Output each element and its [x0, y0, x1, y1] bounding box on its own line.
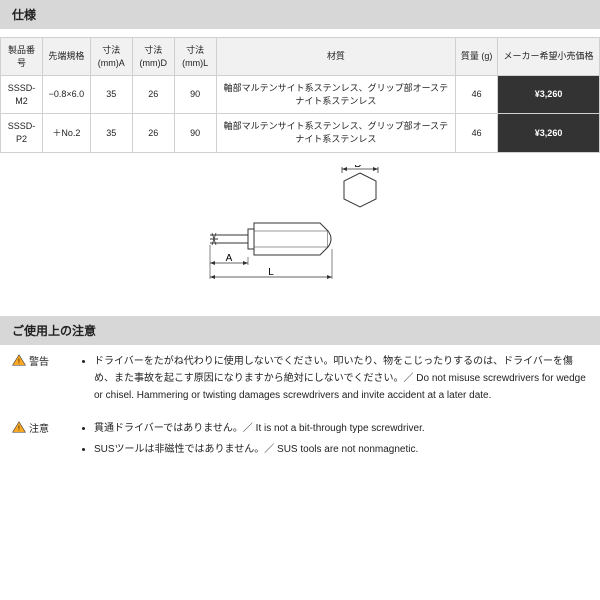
caution-item: SUSツールは非磁性ではありません。／ SUS tools are not no… [94, 441, 588, 458]
caution-item: 貫通ドライバーではありません。／ It is not a bit-through… [94, 420, 588, 437]
cell-mass: 46 [456, 114, 498, 152]
warning-label: 警告 [29, 353, 49, 368]
diagram-label-d: D [354, 165, 361, 170]
cell-dim-a: 35 [90, 76, 132, 114]
caution-body: 貫通ドライバーではありません。／ It is not a bit-through… [78, 420, 588, 462]
cell-material: 軸部マルテンサイト系ステンレス、グリップ部オーステナイト系ステンレス [216, 76, 456, 114]
dim-a: A [210, 245, 248, 265]
warning-badge: ! 警告 [12, 353, 62, 368]
th-msrp: メーカー希望小売価格 [498, 38, 600, 76]
warning-row: ! 警告 ドライバーをたがね代わりに使用しないでください。叩いたり、物をこじった… [12, 353, 588, 408]
cell-dim-d: 26 [132, 76, 174, 114]
caution-triangle-icon: ! [12, 421, 26, 433]
table-header-row: 製品番号 先端規格 寸法 (mm)A 寸法 (mm)D 寸法 (mm)L 材質 … [1, 38, 600, 76]
th-material: 材質 [216, 38, 456, 76]
caution-row: ! 注意 貫通ドライバーではありません。／ It is not a bit-th… [12, 420, 588, 462]
th-dim-a: 寸法 (mm)A [90, 38, 132, 76]
cell-tip-spec: −0.8×6.0 [42, 76, 90, 114]
cell-material: 軸部マルテンサイト系ステンレス、グリップ部オーステナイト系ステンレス [216, 114, 456, 152]
svg-text:!: ! [18, 359, 20, 366]
cell-price: ¥3,260 [498, 114, 600, 152]
usage-notes-section: ! 警告 ドライバーをたがね代わりに使用しないでください。叩いたり、物をこじった… [0, 353, 600, 462]
usage-notes-header: ご使用上の注意 [0, 316, 600, 345]
warning-item: ドライバーをたがね代わりに使用しないでください。叩いたり、物をこじったりするのは… [94, 353, 588, 404]
specs-section-header: 仕様 [0, 0, 600, 29]
cell-product-no: SSSD-P2 [1, 114, 43, 152]
table-row: SSSD-M2 −0.8×6.0 35 26 90 軸部マルテンサイト系ステンレ… [1, 76, 600, 114]
cell-tip-spec: ＋No.2 [42, 114, 90, 152]
dimension-diagram: D A [0, 165, 600, 288]
th-dim-d: 寸法 (mm)D [132, 38, 174, 76]
screwdriver-diagram-svg: D A [190, 165, 410, 285]
warning-triangle-icon: ! [12, 354, 26, 366]
specs-table: 製品番号 先端規格 寸法 (mm)A 寸法 (mm)D 寸法 (mm)L 材質 … [0, 37, 600, 153]
th-tip-spec: 先端規格 [42, 38, 90, 76]
caution-label: 注意 [29, 420, 49, 435]
caution-badge: ! 注意 [12, 420, 62, 435]
cell-dim-d: 26 [132, 114, 174, 152]
diagram-label-a: A [226, 253, 233, 264]
hex-end-view: D [342, 165, 378, 207]
cell-mass: 46 [456, 76, 498, 114]
warning-body: ドライバーをたがね代わりに使用しないでください。叩いたり、物をこじったりするのは… [78, 353, 588, 408]
cell-dim-a: 35 [90, 114, 132, 152]
cell-dim-l: 90 [174, 114, 216, 152]
cell-product-no: SSSD-M2 [1, 76, 43, 114]
cell-price: ¥3,260 [498, 76, 600, 114]
th-mass: 質量 (g) [456, 38, 498, 76]
svg-text:!: ! [18, 426, 20, 433]
side-view [210, 223, 331, 255]
th-dim-l: 寸法 (mm)L [174, 38, 216, 76]
th-product-no: 製品番号 [1, 38, 43, 76]
table-row: SSSD-P2 ＋No.2 35 26 90 軸部マルテンサイト系ステンレス、グ… [1, 114, 600, 152]
diagram-label-l: L [268, 267, 274, 278]
cell-dim-l: 90 [174, 76, 216, 114]
